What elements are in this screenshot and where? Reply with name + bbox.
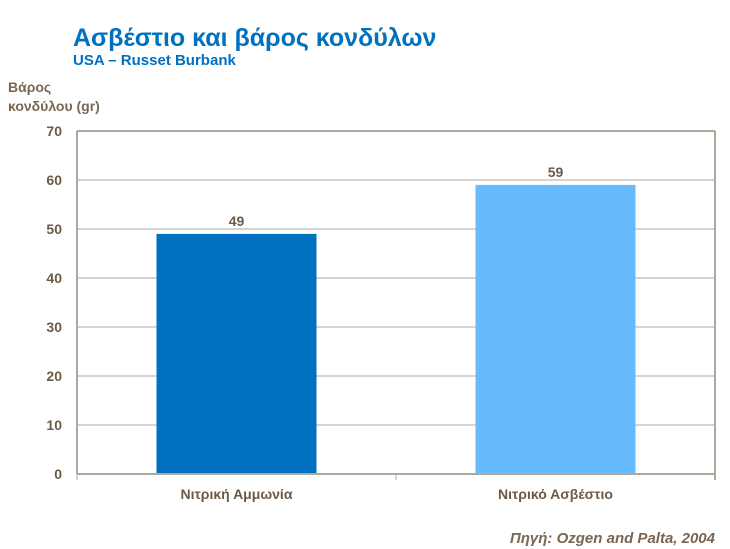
y-tick-label: 60 (46, 172, 62, 188)
y-tick-label: 10 (46, 417, 62, 433)
y-tick-label: 30 (46, 319, 62, 335)
bar (475, 184, 636, 474)
y-axis-label: Βάρος κονδύλου (gr) (8, 79, 100, 114)
x-tick-label: Νιτρικό Ασβέστιο (498, 486, 613, 502)
chart-subtitle: USA – Russet Burbank (73, 52, 236, 69)
source-note: Πηγή: Ozgen and Palta, 2004 (510, 530, 715, 547)
y-tick-label: 50 (46, 221, 62, 237)
chart-title: Ασβέστιο και βάρος κονδύλων (73, 24, 437, 52)
y-tick-label: 0 (54, 466, 62, 482)
y-tick-label: 40 (46, 270, 62, 286)
data-label: 49 (229, 213, 245, 229)
data-label: 59 (548, 164, 564, 180)
y-tick-label: 20 (46, 368, 62, 384)
bar (156, 233, 317, 474)
y-tick-label: 70 (46, 123, 62, 139)
x-tick-label: Νιτρική Αμμωνία (181, 486, 293, 502)
